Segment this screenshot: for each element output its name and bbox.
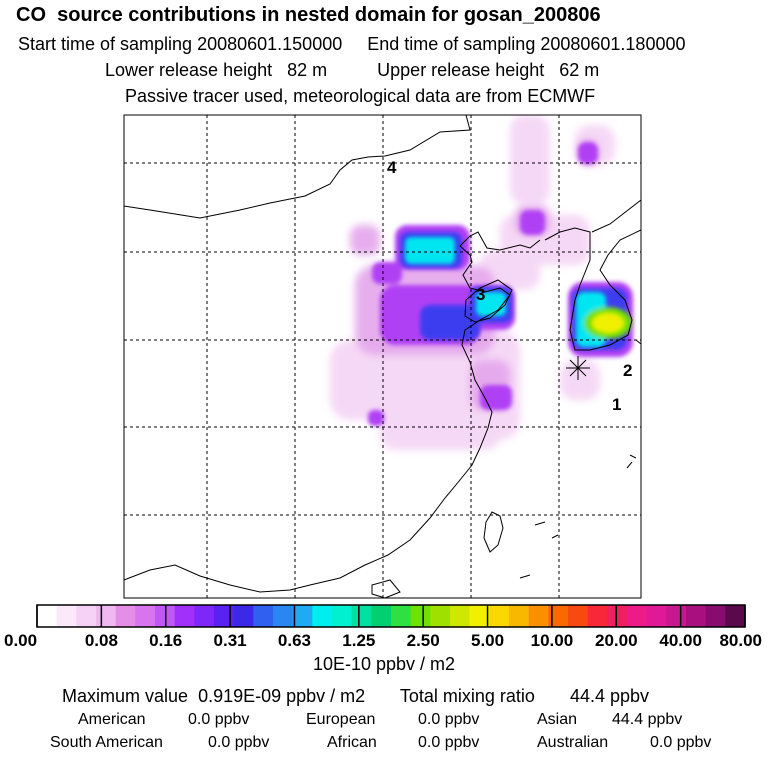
colorbar-swatch [135,605,156,627]
colorbar-swatch [312,605,333,627]
colorbar-tick-label: 1.25 [342,631,375,650]
colorbar-tick-label: 5.00 [471,631,504,650]
coast-shandong [464,279,513,323]
source-american-value: 0.0 ppbv [188,711,250,728]
coast-islands [519,521,559,579]
colorbar-tick-label: 0.63 [278,631,311,650]
colorbar-swatch [607,605,628,627]
colorbar-swatch [430,605,451,627]
source-african-value: 0.0 ppbv [418,734,480,751]
colorbar-tick-label: 10.00 [531,631,574,650]
colorbar-swatch [509,605,530,627]
tracer-note: Passive tracer used, meteorological data… [125,86,596,106]
colorbar-swatch [96,605,117,627]
coast-bohai [124,199,641,593]
border-north [124,115,471,219]
source-european-name: European [306,711,376,728]
source-asian-value: 44.4 ppbv [612,711,683,728]
colorbar-ticks: 0.00 0.08 0.16 0.31 0.63 1.25 2.50 5.00 10.00 20.… [4,605,762,650]
colorbar-unit: 10E-10 ppbv / m2 [312,654,456,674]
colorbar-swatch [528,605,549,627]
annotation-4: 4 [387,158,397,177]
colorbar-swatch [410,605,431,627]
colorbar-swatch [273,605,294,627]
colorbar-swatch [351,605,372,627]
colorbar-swatch [627,605,648,627]
colorbar-swatch [214,605,235,627]
annotation-2: 2 [623,361,632,380]
coastlines [124,115,641,598]
annotation-1: 1 [612,395,621,414]
colorbar-swatch [705,605,726,627]
end-time-label: End time of sampling 20080601.180000 [367,34,686,54]
colorbar-swatch [587,605,608,627]
gridlines [124,115,641,598]
coast-taiwan [483,511,504,553]
source-australian-name: Australian [537,734,609,751]
colorbar-swatch [450,605,471,627]
release-heights: Lower release height 82 m Upper release … [105,60,599,81]
coast-hainan [371,579,401,598]
source-african-name: African [327,734,377,751]
colorbar-swatch [253,605,274,627]
source-australian-value: 0.0 ppbv [650,734,712,751]
map-area: 4 3 2 1 [124,115,641,598]
colorbar-swatch [489,605,510,627]
colorbar-swatch [725,605,746,627]
colorbar-swatch [469,605,490,627]
colorbar-tick-label: 0.08 [85,631,118,650]
source-european-value: 0.0 ppbv [418,711,480,728]
sampling-times: Start time of sampling 20080601.150000 E… [18,34,685,55]
colorbar-tick-label: 0.31 [214,631,247,650]
chart-title: CO source contributions in nested domain… [16,4,601,26]
colorbar-swatch [646,605,667,627]
colorbar-swatch [391,605,412,627]
source-american-name: American [78,711,146,728]
colorbar-swatch [76,605,97,627]
colorbar-tick-label: 2.50 [407,631,440,650]
colorbar-tick-label: 0.00 [4,631,37,650]
max-value-label: Maximum value [62,686,189,706]
source-south-american-value: 0.0 ppbv [208,734,270,751]
colorbar-swatch [686,605,707,627]
colorbar-swatch [37,605,58,627]
colorbar-tick-label: 0.16 [149,631,182,650]
coast-japan [626,339,641,469]
source-asian-name: Asian [537,711,578,728]
plume-peak [405,237,632,347]
lower-release-label: Lower release height 82 m [105,60,328,80]
colorbar-swatch [174,605,195,627]
source-south-american-name: South American [50,734,163,751]
colorbar-swatch [194,605,215,627]
annotation-3: 3 [476,285,485,304]
receptor-marker [566,356,590,380]
summary-row: Maximum value 0.919E-09 ppbv / m2 Total … [62,686,649,707]
colorbar-swatch [666,605,687,627]
total-mixing-value: 44.4 ppbv [569,686,650,706]
colorbar-swatch [233,605,254,627]
colorbar-swatch [56,605,77,627]
colorbar-swatch [332,605,353,627]
colorbar-swatch [115,605,136,627]
start-time-label: Start time of sampling 20080601.150000 [18,34,343,54]
map-frame [123,114,642,599]
colorbar-swatch [292,605,313,627]
coast-korea [544,227,641,351]
total-mixing-label: Total mixing ratio [399,686,535,706]
colorbar-tick-label: 80.00 [719,631,762,650]
upper-release-label: Upper release height 62 m [377,60,600,80]
colorbar-swatch [568,605,589,627]
colorbar-tick-label: 20.00 [595,631,638,650]
colorbar-swatch [371,605,392,627]
colorbar [37,605,746,627]
colorbar-tick-label: 40.00 [659,631,702,650]
max-value: 0.919E-09 ppbv / m2 [198,686,366,706]
colorbar-swatch [548,605,569,627]
plume-faint [330,115,615,450]
